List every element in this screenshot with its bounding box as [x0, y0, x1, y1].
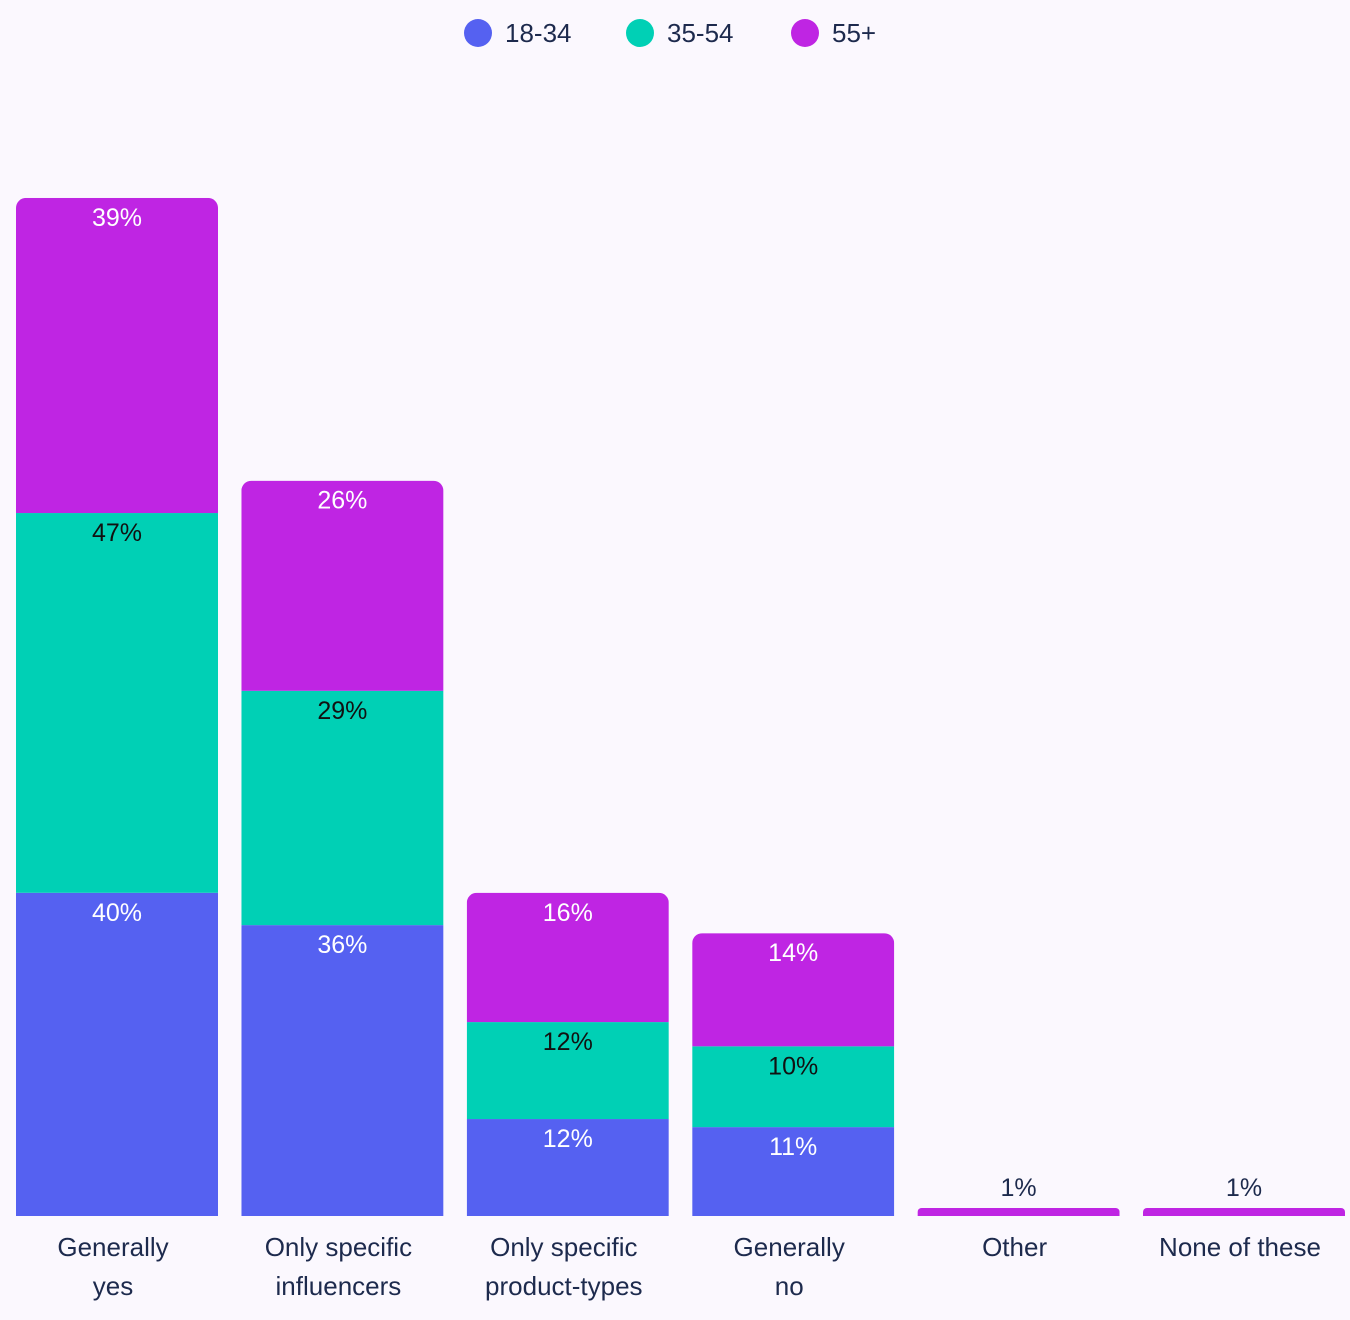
bar-segment-35-54-2	[466, 1022, 669, 1120]
bar-segment-55+-2	[466, 892, 669, 1023]
category-label-0-1: yes	[93, 1271, 133, 1301]
legend-marker-35-54	[626, 19, 654, 47]
legend-label-35-54: 35-54	[667, 18, 734, 48]
bar-segment-55+-1	[241, 480, 444, 691]
bar-segment-35-54-3	[692, 1046, 895, 1128]
bar-segment-35-54-0	[16, 513, 218, 893]
bar-segment-55+-4	[917, 1208, 1120, 1216]
value-labels: 40% 47% 39% 36% 29% 26% 12% 12% 16% 11% 10% 14% 1% 1%	[92, 204, 1262, 1202]
legend-marker-55+	[791, 19, 819, 47]
value-label-55+-3: 14%	[768, 939, 818, 967]
legend: 18-34 35-54 55+	[464, 18, 876, 48]
bar-segment-35-54-1	[241, 690, 444, 926]
value-label-55+-0: 39%	[92, 204, 142, 232]
value-label-35-54-3: 10%	[768, 1052, 818, 1080]
bar-segment-18-34-2	[466, 1119, 669, 1216]
value-label-55+-5: 1%	[1226, 1174, 1262, 1202]
value-label-55+-4: 1%	[1001, 1174, 1037, 1202]
value-label-18-34-0: 40%	[92, 899, 142, 927]
bar-stack-5	[1143, 1208, 1345, 1216]
category-label-5-0: None of these	[1159, 1232, 1321, 1262]
category-label-3-1: no	[775, 1271, 804, 1301]
category-label-2-0: Only specific	[490, 1232, 637, 1262]
value-label-35-54-2: 12%	[543, 1028, 593, 1056]
bar-stack-1	[241, 480, 444, 1216]
value-label-18-34-1: 36%	[317, 931, 367, 959]
category-label-3-0: Generally	[734, 1232, 845, 1262]
bars	[16, 197, 1345, 1216]
x-axis-labels: Generally yes Only specific influencers Only…	[57, 1232, 1321, 1301]
category-label-4-0: Other	[982, 1232, 1047, 1262]
category-label-1-0: Only specific	[265, 1232, 412, 1262]
bar-stack-2	[466, 892, 669, 1216]
legend-label-18-34: 18-34	[505, 18, 572, 48]
value-label-55+-1: 26%	[317, 487, 367, 515]
value-label-18-34-2: 12%	[543, 1125, 593, 1153]
bar-segment-18-34-0	[16, 892, 218, 1216]
value-label-35-54-1: 29%	[317, 697, 367, 725]
bar-stack-4	[917, 1208, 1120, 1216]
legend-label-55+: 55+	[832, 18, 876, 48]
bar-segment-55+-3	[692, 933, 895, 1047]
value-label-35-54-0: 47%	[92, 519, 142, 547]
bar-stack-3	[692, 933, 895, 1216]
bar-segment-18-34-1	[241, 925, 444, 1216]
category-label-0-0: Generally	[57, 1232, 168, 1262]
bar-segment-55+-5	[1143, 1208, 1345, 1216]
bar-stack-0	[16, 197, 218, 1216]
bar-segment-55+-0	[16, 197, 218, 514]
category-label-2-1: product-types	[485, 1271, 643, 1301]
category-label-1-1: influencers	[276, 1271, 402, 1301]
value-label-55+-2: 16%	[543, 899, 593, 927]
legend-marker-18-34	[464, 19, 492, 47]
value-label-18-34-3: 11%	[769, 1133, 817, 1161]
bar-segment-18-34-3	[692, 1127, 895, 1216]
